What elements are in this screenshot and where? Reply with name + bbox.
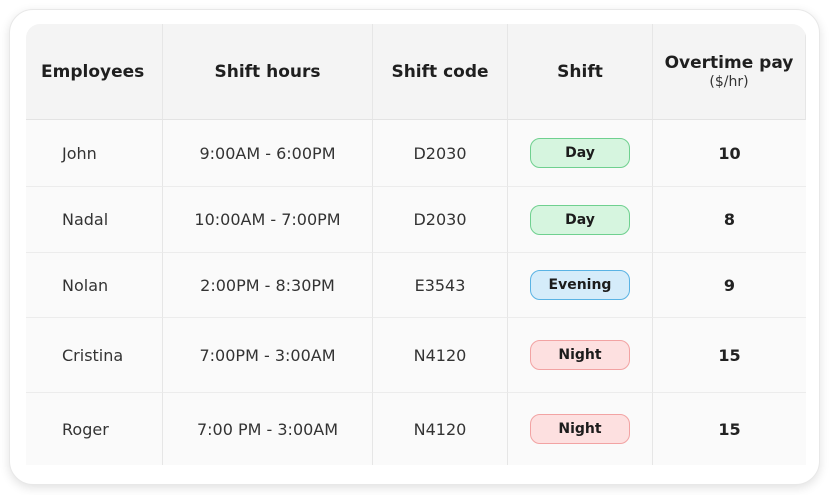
shift-cell: Day xyxy=(508,187,653,253)
shift-badge: Day xyxy=(530,138,630,168)
header-overtime-unit: ($/hr) xyxy=(709,74,749,90)
header-shift-code: Shift code xyxy=(373,24,508,120)
shift-code: E3543 xyxy=(373,253,508,318)
shift-code: N4120 xyxy=(373,393,508,465)
shift-hours: 2:00PM - 8:30PM xyxy=(163,253,373,318)
header-shift: Shift xyxy=(508,24,653,120)
shift-code: N4120 xyxy=(373,318,508,393)
shift-hours: 7:00 PM - 3:00AM xyxy=(163,393,373,465)
shift-badge: Night xyxy=(530,414,630,444)
employee-name: Nadal xyxy=(26,187,163,253)
shift-table: Employees Shift hours Shift code Shift O… xyxy=(26,24,806,465)
overtime-pay: 15 xyxy=(653,318,806,393)
employee-name: Cristina xyxy=(26,318,163,393)
employee-name: John xyxy=(26,120,163,187)
overtime-pay: 9 xyxy=(653,253,806,318)
shift-badge: Day xyxy=(530,204,630,235)
header-overtime-label: Overtime pay xyxy=(664,53,794,73)
shift-badge: Evening xyxy=(530,270,630,300)
shift-badge: Night xyxy=(530,340,630,370)
shift-hours: 10:00AM - 7:00PM xyxy=(163,187,373,253)
shift-cell: Day xyxy=(508,120,653,187)
shift-code: D2030 xyxy=(373,120,508,187)
employee-name: Nolan xyxy=(26,253,163,318)
shift-table-card: Employees Shift hours Shift code Shift O… xyxy=(9,9,820,485)
header-overtime-pay: Overtime pay ($/hr) xyxy=(653,24,806,120)
header-shift-hours: Shift hours xyxy=(163,24,373,120)
shift-table-grid: Employees Shift hours Shift code Shift O… xyxy=(26,24,806,465)
overtime-pay: 10 xyxy=(653,120,806,187)
shift-cell: Night xyxy=(508,318,653,393)
shift-code: D2030 xyxy=(373,187,508,253)
shift-cell: Night xyxy=(508,393,653,465)
overtime-pay: 15 xyxy=(653,393,806,465)
shift-hours: 9:00AM - 6:00PM xyxy=(163,120,373,187)
employee-name: Roger xyxy=(26,393,163,465)
shift-hours: 7:00PM - 3:00AM xyxy=(163,318,373,393)
overtime-pay: 8 xyxy=(653,187,806,253)
shift-cell: Evening xyxy=(508,253,653,318)
header-employees: Employees xyxy=(26,24,163,120)
